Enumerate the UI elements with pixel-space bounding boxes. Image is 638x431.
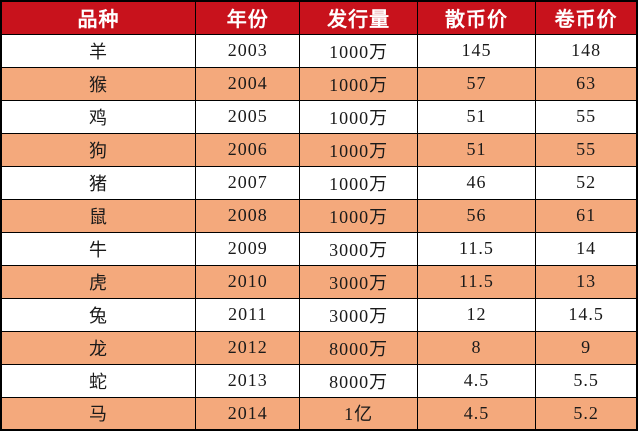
table-row: 羊 2003 1000万 145 148 [0,33,638,68]
table-row: 兔 2011 3000万 12 14.5 [0,297,638,332]
header-cell-0: 品种 [0,0,197,35]
table-cell: 龙 [0,330,197,365]
table-cell: 8000万 [299,330,418,365]
table-cell: 14.5 [535,297,638,332]
table-cell: 148 [535,33,638,68]
table-row: 蛇 2013 8000万 4.5 5.5 [0,363,638,398]
header-cell-2: 发行量 [299,0,418,35]
table-header: 品种 年份 发行量 散币价 卷币价 [0,0,638,35]
table-cell: 8 [416,330,537,365]
table-cell: 11.5 [416,231,537,266]
table-cell: 羊 [0,33,197,68]
table-cell: 2007 [195,165,301,200]
table-cell: 57 [416,66,537,101]
table-body: 羊 2003 1000万 145 148 猴 2004 1000万 57 63 鸡 2005 1000万… [0,33,638,431]
table-cell: 1000万 [299,66,418,101]
table-cell: 2013 [195,363,301,398]
table-cell: 虎 [0,264,197,299]
table-cell: 2003 [195,33,301,68]
table-cell: 鼠 [0,198,197,233]
table-cell: 2006 [195,132,301,167]
table-cell: 2004 [195,66,301,101]
table-cell: 5.5 [535,363,638,398]
table-cell: 2005 [195,99,301,134]
table-cell: 51 [416,132,537,167]
table-cell: 145 [416,33,537,68]
table-cell: 3000万 [299,297,418,332]
table-cell: 马 [0,396,197,431]
table-cell: 55 [535,99,638,134]
table-cell: 4.5 [416,396,537,431]
table-cell: 14 [535,231,638,266]
header-cell-1: 年份 [195,0,301,35]
table-cell: 52 [535,165,638,200]
table-cell: 2012 [195,330,301,365]
table-cell: 1亿 [299,396,418,431]
table-row: 鸡 2005 1000万 51 55 [0,99,638,134]
table-row: 虎 2010 3000万 11.5 13 [0,264,638,299]
table-cell: 兔 [0,297,197,332]
table-cell: 1000万 [299,165,418,200]
table-cell: 1000万 [299,33,418,68]
table-cell: 4.5 [416,363,537,398]
table-cell: 2010 [195,264,301,299]
table-cell: 63 [535,66,638,101]
table-cell: 5.2 [535,396,638,431]
table-cell: 2011 [195,297,301,332]
table-cell: 2008 [195,198,301,233]
table-cell: 2014 [195,396,301,431]
table-row: 鼠 2008 1000万 56 61 [0,198,638,233]
table-cell: 猪 [0,165,197,200]
table-cell: 蛇 [0,363,197,398]
table-cell: 3000万 [299,231,418,266]
table-row: 龙 2012 8000万 8 9 [0,330,638,365]
table-cell: 61 [535,198,638,233]
table-cell: 1000万 [299,132,418,167]
table-cell: 2009 [195,231,301,266]
table-cell: 11.5 [416,264,537,299]
table-cell: 12 [416,297,537,332]
table-cell: 46 [416,165,537,200]
header-cell-3: 散币价 [416,0,537,35]
table-cell: 13 [535,264,638,299]
table-cell: 牛 [0,231,197,266]
table-row: 猪 2007 1000万 46 52 [0,165,638,200]
table-row: 牛 2009 3000万 11.5 14 [0,231,638,266]
header-cell-4: 卷币价 [535,0,638,35]
table-cell: 1000万 [299,198,418,233]
table-row: 狗 2006 1000万 51 55 [0,132,638,167]
table-cell: 51 [416,99,537,134]
table-cell: 猴 [0,66,197,101]
table-cell: 3000万 [299,264,418,299]
table-row: 马 2014 1亿 4.5 5.2 [0,396,638,431]
table-row: 猴 2004 1000万 57 63 [0,66,638,101]
table-cell: 鸡 [0,99,197,134]
header-row: 品种 年份 发行量 散币价 卷币价 [0,0,638,35]
table-cell: 56 [416,198,537,233]
table-cell: 狗 [0,132,197,167]
table-cell: 1000万 [299,99,418,134]
table-cell: 9 [535,330,638,365]
table-cell: 8000万 [299,363,418,398]
table-cell: 55 [535,132,638,167]
